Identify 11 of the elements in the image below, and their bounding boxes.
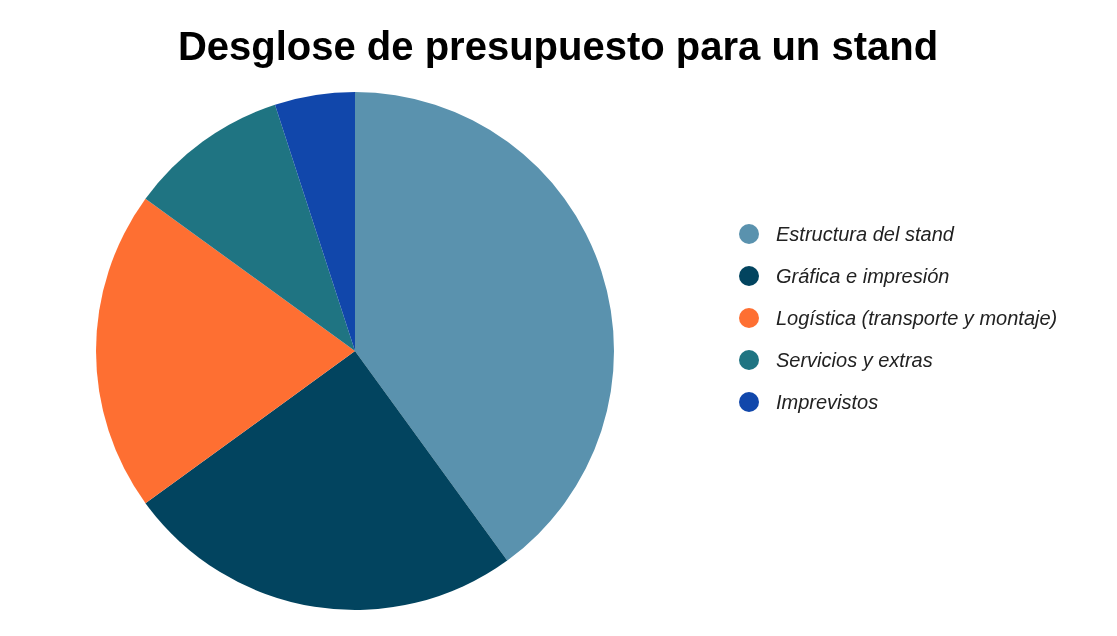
legend-label: Servicios y extras <box>776 349 933 371</box>
chart-title: Desglose de presupuesto para un stand <box>177 24 939 68</box>
pie-slice <box>145 351 508 610</box>
pie-slice <box>355 92 614 561</box>
legend-label: Gráfica e impresión <box>776 265 950 287</box>
legend-label: Logística (transporte y montaje) <box>776 307 1058 329</box>
pie-slice <box>145 104 355 351</box>
legend-label: Imprevistos <box>776 391 879 413</box>
pie-slice <box>96 198 355 504</box>
pie-slice <box>274 92 355 351</box>
legend-label: Estructura del stand <box>776 223 955 245</box>
